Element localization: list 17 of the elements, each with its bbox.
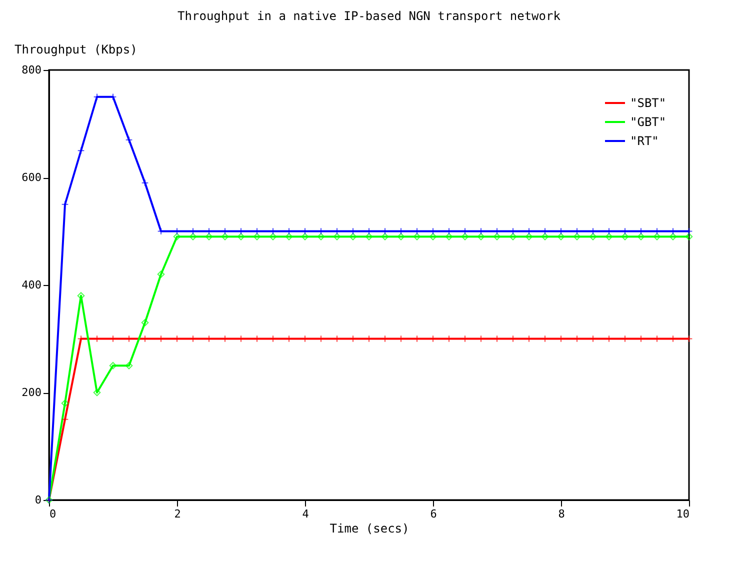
chart-title: Throughput in a native IP-based NGN transport network xyxy=(178,9,562,23)
x-tick-label: 4 xyxy=(302,508,310,520)
y-tick-label: 200 xyxy=(22,386,42,399)
y-tick-label: 0 xyxy=(34,494,42,506)
legend-label: "RT" xyxy=(630,134,659,148)
y-tick-label: 600 xyxy=(22,171,42,184)
y-axis-title: Throughput (Kbps) xyxy=(14,42,138,56)
x-axis-title: Time (secs) xyxy=(330,522,410,536)
y-tick-label: 800 xyxy=(22,64,42,76)
x-tick-label: 2 xyxy=(174,508,181,520)
x-tick-label: 8 xyxy=(558,508,565,520)
x-tick-label: 10 xyxy=(676,508,690,520)
y-tick-label: 400 xyxy=(22,278,42,292)
x-tick-label: 6 xyxy=(430,508,437,520)
x-tick-label: 0 xyxy=(50,508,56,520)
legend-label: "GBT" xyxy=(630,115,666,129)
legend-label: "SBT" xyxy=(630,96,666,110)
